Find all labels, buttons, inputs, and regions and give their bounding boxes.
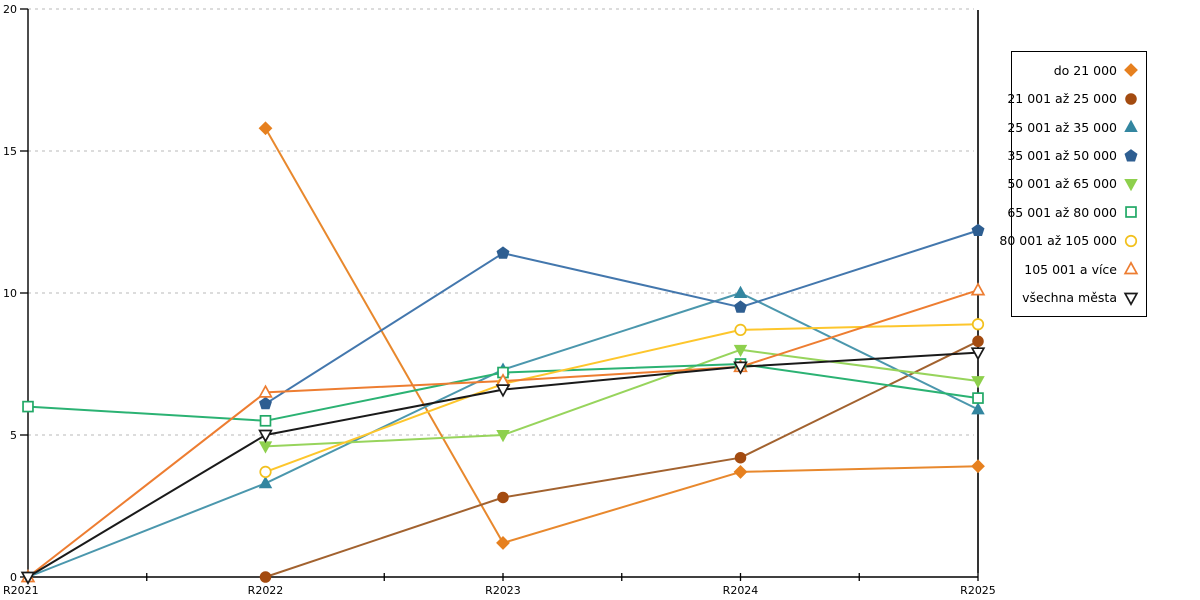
legend-marker-circle-icon bbox=[1125, 92, 1137, 105]
data-point-7-R2022 bbox=[258, 384, 273, 398]
data-point-6-R2022 bbox=[259, 465, 272, 479]
data-point-1-R2025 bbox=[972, 335, 984, 348]
y-tick-label-15: 15 bbox=[3, 145, 17, 158]
data-point-0-R2023 bbox=[496, 536, 510, 550]
y-tick-label-0: 0 bbox=[10, 571, 17, 584]
data-point-4-R2023 bbox=[496, 430, 510, 443]
data-point-7-R2025 bbox=[970, 282, 986, 296]
legend-label: všechna města bbox=[1022, 290, 1117, 306]
data-point-3-R2024 bbox=[734, 300, 747, 313]
legend-label: 25 001 až 35 000 bbox=[1007, 119, 1117, 135]
data-point-0-R2025 bbox=[971, 459, 985, 474]
legend-item-6: 80 001 až 105 000 bbox=[999, 233, 1146, 249]
legend-item-1: 21 001 až 25 000 bbox=[1007, 91, 1146, 107]
data-point-1-R2022 bbox=[259, 571, 272, 583]
legend-marker-triangle-down-icon bbox=[1124, 179, 1138, 192]
data-point-3-R2022 bbox=[259, 396, 272, 410]
legend-label: 105 001 a více bbox=[1024, 261, 1117, 277]
data-point-2-R2024 bbox=[733, 285, 748, 298]
legend-label: 65 001 až 80 000 bbox=[1007, 204, 1117, 220]
data-point-1-R2023 bbox=[497, 491, 509, 504]
legend-item-3: 35 001 až 50 000 bbox=[1007, 148, 1146, 164]
legend-label: 21 001 až 25 000 bbox=[1007, 91, 1117, 107]
data-point-6-R2024 bbox=[734, 323, 747, 337]
x-tick-label-R2022: R2022 bbox=[248, 584, 284, 597]
data-point-6-R2025 bbox=[971, 318, 985, 331]
y-tick-label-10: 10 bbox=[3, 287, 17, 300]
series-markers-6 bbox=[259, 318, 985, 479]
x-tick-label-R2025: R2025 bbox=[960, 584, 996, 597]
legend-label: do 21 000 bbox=[1053, 62, 1117, 78]
series-markers-0 bbox=[258, 121, 985, 550]
legend-marker-triangle-up-icon bbox=[1124, 119, 1138, 133]
x-tick-label-R2021: R2021 bbox=[3, 584, 39, 597]
legend-label: 35 001 až 50 000 bbox=[1007, 148, 1117, 164]
data-point-5-R2021 bbox=[22, 400, 34, 413]
y-tick-label-5: 5 bbox=[10, 429, 17, 442]
x-tick-label-R2023: R2023 bbox=[485, 584, 521, 597]
data-point-8-R2022 bbox=[258, 429, 273, 443]
series-line-3 bbox=[264, 229, 979, 405]
legend-label: 50 001 až 65 000 bbox=[1007, 176, 1117, 192]
series-markers-1 bbox=[259, 335, 984, 583]
chart-legend: do 21 000 21 001 až 25 000 25 001 až 35 00… bbox=[999, 51, 1147, 317]
series-line-0 bbox=[264, 127, 979, 544]
legend-marker-diamond-icon bbox=[1124, 63, 1138, 78]
data-point-1-R2024 bbox=[734, 451, 747, 464]
data-point-3-R2023 bbox=[496, 246, 510, 259]
legend-marker-pentagon-icon bbox=[1124, 148, 1138, 162]
series-markers-8 bbox=[20, 347, 986, 585]
legend-label: 80 001 až 105 000 bbox=[999, 233, 1117, 249]
data-point-2-R2025 bbox=[971, 402, 985, 415]
data-point-0-R2022 bbox=[258, 121, 273, 136]
data-point-8-R2025 bbox=[970, 347, 986, 361]
data-point-5-R2025 bbox=[972, 392, 984, 404]
data-point-2-R2022 bbox=[258, 476, 273, 489]
data-point-8-R2023 bbox=[495, 384, 511, 398]
legend-item-2: 25 001 až 35 000 bbox=[1007, 119, 1146, 135]
data-point-5-R2022 bbox=[259, 414, 272, 427]
series-line-1 bbox=[265, 340, 979, 578]
data-point-8-R2024 bbox=[733, 361, 748, 375]
data-point-0-R2024 bbox=[733, 465, 748, 479]
data-point-4-R2024 bbox=[733, 344, 748, 358]
legend-item-7: 105 001 a více bbox=[1012, 261, 1146, 277]
series-line-4 bbox=[265, 348, 979, 448]
data-point-4-R2025 bbox=[971, 376, 985, 389]
legend-item-8: všechna města bbox=[1012, 290, 1146, 306]
data-point-4-R2022 bbox=[258, 441, 273, 454]
legend-marker-circle-icon bbox=[1124, 234, 1138, 247]
series-line-6 bbox=[265, 323, 979, 473]
data-point-3-R2025 bbox=[971, 223, 985, 237]
y-tick-label-20: 20 bbox=[3, 3, 17, 16]
legend-item-5: 65 001 až 80 000 bbox=[1007, 204, 1146, 220]
x-tick-label-R2024: R2024 bbox=[723, 584, 759, 597]
legend-item-4: 50 001 až 65 000 bbox=[1007, 176, 1146, 192]
legend-marker-triangle-up-icon bbox=[1123, 261, 1139, 275]
legend-marker-triangle-down-icon bbox=[1123, 292, 1139, 306]
series-markers-3 bbox=[259, 223, 985, 410]
data-point-8-R2021 bbox=[20, 571, 36, 585]
legend-item-0: do 21 000 bbox=[1012, 62, 1146, 78]
legend-marker-square-icon bbox=[1125, 206, 1137, 219]
